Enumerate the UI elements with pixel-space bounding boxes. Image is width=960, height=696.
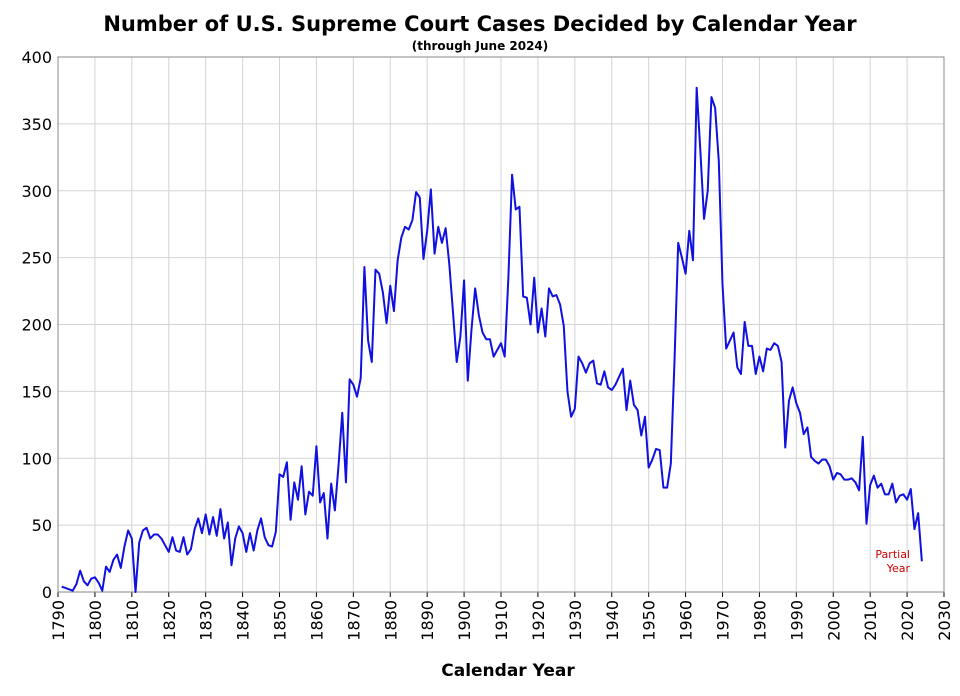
x-tick-label: 1820 [160,600,179,641]
series-line [61,86,923,593]
partial-year-annotation: Partial [875,548,910,561]
chart-title: Number of U.S. Supreme Court Cases Decid… [103,12,857,36]
x-tick-label: 1840 [234,600,253,641]
y-tick-label: 300 [21,182,52,201]
y-tick-label: 150 [21,382,52,401]
x-tick-label: 1790 [49,600,68,641]
x-tick-label: 1960 [677,600,696,641]
x-axis-label: Calendar Year [441,661,575,681]
x-tick-label: 1950 [640,600,659,641]
x-tick-label: 1880 [381,600,400,641]
x-tick-label: 1860 [307,600,326,641]
y-tick-label: 250 [21,249,52,268]
y-tick-label: 200 [21,316,52,335]
x-tick-label: 1850 [271,600,290,641]
x-tick-label: 1980 [750,600,769,641]
x-tick-label: 1990 [787,600,806,641]
x-tick-label: 1930 [566,600,585,641]
x-tick-label: 2010 [861,600,880,641]
chart-subtitle: (through June 2024) [411,39,549,53]
x-tick-label: 1920 [529,600,548,641]
x-tick-label: 1800 [86,600,105,641]
x-tick-label: 1900 [455,600,474,641]
x-tick-label: 2030 [935,600,954,641]
y-tick-label: 0 [42,583,52,602]
x-tick-label: 1910 [492,600,511,641]
x-tick-label: 1870 [344,600,363,641]
partial-year-annotation: Year [886,562,911,575]
x-tick-label: 1970 [714,600,733,641]
y-tick-label: 400 [21,48,52,67]
x-tick-label: 1890 [418,600,437,641]
x-tick-label: 1810 [123,600,142,641]
plot-frame [57,56,945,593]
x-tick-label: 1830 [197,600,216,641]
y-tick-label: 50 [32,516,52,535]
y-tick-label: 350 [21,115,52,134]
x-tick-label: 1940 [603,600,622,641]
x-tick-label: 2000 [824,600,843,641]
y-tick-label: 100 [21,449,52,468]
x-tick-label: 2020 [898,600,917,641]
